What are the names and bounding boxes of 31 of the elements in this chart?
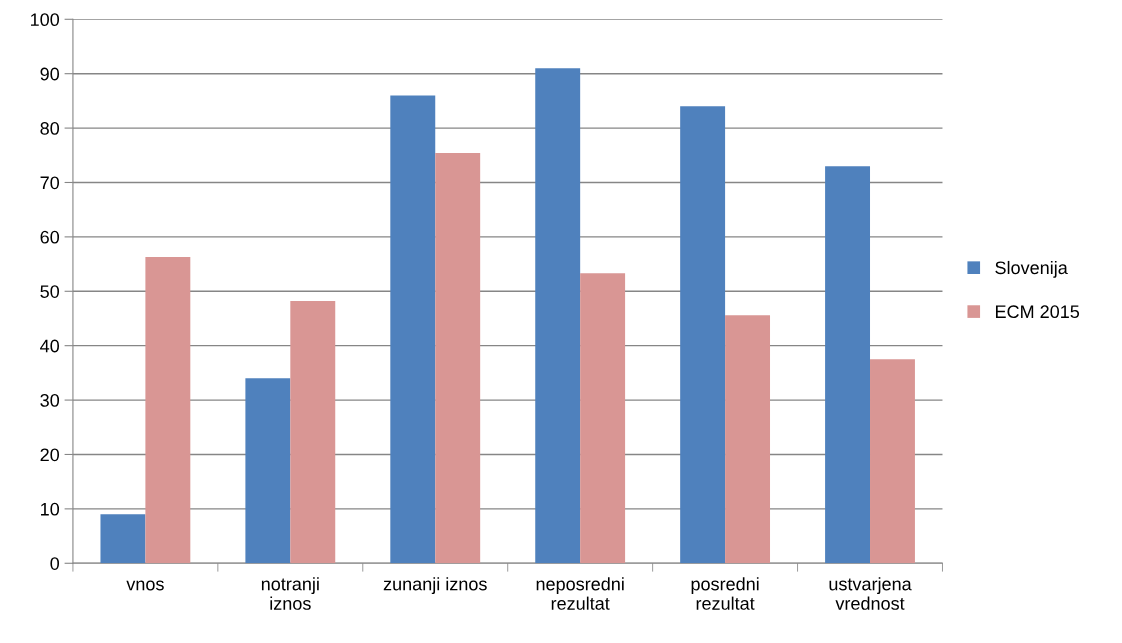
bar: [870, 359, 915, 564]
x-tick-label: neposredni rezultat: [536, 577, 624, 610]
y-tick-label: 90: [40, 67, 60, 81]
y-tick-label: 60: [40, 230, 60, 244]
y-tick-label: 50: [40, 285, 60, 298]
x-tick-label: notranji iznos: [261, 577, 319, 610]
y-tick-label: 100: [30, 13, 60, 27]
bar: [825, 166, 871, 564]
y-tick-label: 40: [40, 339, 60, 353]
bar: [725, 315, 771, 564]
bar: [535, 68, 581, 564]
bar: [390, 95, 436, 564]
y-tick-label: 80: [40, 122, 60, 135]
y-tick-label: 70: [40, 176, 60, 190]
y-tick-label: 0: [50, 557, 60, 570]
bar: [245, 378, 291, 564]
bar: [145, 257, 191, 564]
bar: [290, 301, 336, 564]
x-tick-label: ustvarjena vrednost: [829, 577, 912, 610]
bar: [435, 153, 481, 564]
y-tick-label: 10: [41, 502, 60, 516]
legend-label: Slovenija: [995, 260, 1068, 278]
x-tick-label: posredni rezultat: [691, 577, 759, 610]
x-tick-label: vnos: [126, 580, 164, 591]
y-tick-label: 20: [40, 448, 60, 462]
bar: [100, 514, 146, 564]
bar: [580, 273, 626, 564]
x-tick-label: zunanji iznos: [383, 577, 487, 594]
y-tick-label: 30: [40, 394, 60, 407]
legend-label: ECM 2015: [995, 305, 1080, 319]
bar: [680, 106, 726, 564]
